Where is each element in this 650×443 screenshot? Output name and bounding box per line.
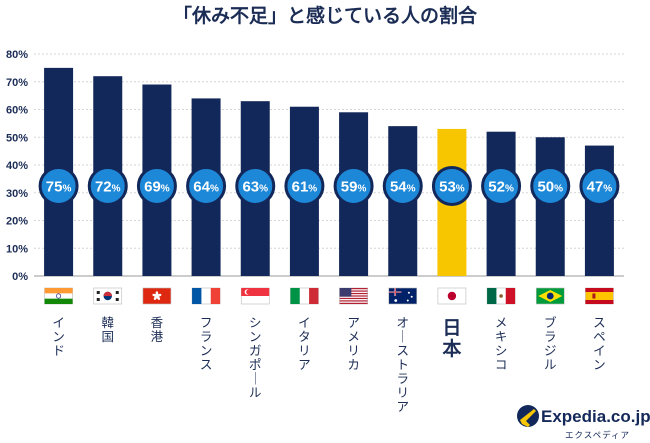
value-badges: 75% 72% 69% 64% 63% 61% 59% 54% 53% 52% 50% 47% xyxy=(38,166,620,206)
value-badge: 47% xyxy=(579,166,620,206)
category-labels: インド 韓国 香港 フランス シンガポ｜ル イタリア アメリカ オ｜ストラリア 日本 メキシコ ブラ… xyxy=(52,315,605,414)
value-label: 72% xyxy=(95,179,121,196)
category-label: スペイン xyxy=(593,315,606,372)
value-label: 54% xyxy=(390,179,416,196)
brand-name: Expedia.co.jp xyxy=(541,407,650,426)
value-label: 53% xyxy=(439,179,465,196)
expedia-plane-icon xyxy=(517,405,539,427)
brazil-flag-icon xyxy=(535,287,565,305)
value-badge: 54% xyxy=(382,166,423,206)
category-label: アメリカ xyxy=(347,315,360,372)
y-tick-label: 10% xyxy=(6,243,28,255)
value-badge: 72% xyxy=(87,166,128,206)
mexico-flag-icon xyxy=(486,287,516,305)
y-tick-label: 20% xyxy=(6,216,28,228)
value-label: 69% xyxy=(144,179,170,196)
category-label: イタリア xyxy=(298,315,311,372)
value-label: 50% xyxy=(537,179,563,196)
bar xyxy=(584,145,614,276)
value-badge: 59% xyxy=(333,166,374,206)
value-badge-circle xyxy=(530,166,571,206)
value-badge-circle xyxy=(382,166,423,206)
category-label: シンガポ｜ル xyxy=(249,315,262,400)
category-label: ブラジル xyxy=(544,315,557,372)
value-badge-circle xyxy=(431,166,472,206)
y-tick-label: 50% xyxy=(6,132,28,144)
y-tick-label: 60% xyxy=(6,105,28,117)
value-badge-circle xyxy=(136,166,177,206)
category-label: 香港 xyxy=(151,315,164,344)
value-label: 61% xyxy=(292,179,318,196)
india-flag-icon xyxy=(44,287,73,305)
y-tick-label: 0% xyxy=(12,271,28,283)
value-badge-circle xyxy=(284,166,325,206)
hongkong-flag-icon xyxy=(142,287,172,305)
spain-flag-icon xyxy=(585,287,614,305)
y-tick-label: 70% xyxy=(6,77,28,89)
bar xyxy=(535,137,565,276)
value-badge-circle xyxy=(579,166,620,206)
value-label: 47% xyxy=(587,179,613,196)
y-tick-label: 40% xyxy=(6,160,28,172)
category-label: 日本 xyxy=(442,317,461,360)
value-badge: 52% xyxy=(481,166,522,206)
value-badge-circle xyxy=(38,166,79,206)
value-label: 75% xyxy=(46,179,72,196)
value-label: 63% xyxy=(242,179,268,196)
japan-flag-icon xyxy=(437,287,467,305)
value-label: 59% xyxy=(341,179,367,196)
value-badge-circle xyxy=(186,166,227,206)
value-badge: 64% xyxy=(186,166,227,206)
value-badge: 63% xyxy=(235,166,276,206)
category-label: フランス xyxy=(200,315,213,372)
category-label: オ｜ストラリア xyxy=(396,315,409,414)
y-tick-label: 80% xyxy=(6,49,28,61)
value-badge-circle xyxy=(235,166,276,206)
value-badge: 53% xyxy=(431,166,472,206)
value-label: 52% xyxy=(488,179,514,196)
country-flags xyxy=(44,287,614,305)
france-flag-icon xyxy=(191,287,221,305)
value-label: 64% xyxy=(193,179,219,196)
korea-flag-icon xyxy=(93,287,123,305)
usa-flag-icon xyxy=(339,287,368,305)
bars xyxy=(44,67,614,277)
category-label: インド xyxy=(52,315,65,358)
value-badge-circle xyxy=(333,166,374,206)
y-tick-label: 30% xyxy=(6,188,28,200)
brand-logo: Expedia.co.jp エクスペディア xyxy=(517,405,650,441)
value-badge: 75% xyxy=(38,166,79,206)
value-badge: 69% xyxy=(136,166,177,206)
australia-flag-icon xyxy=(388,287,418,305)
brand-sub: エクスペディア xyxy=(565,430,630,441)
value-badge-circle xyxy=(481,166,522,206)
value-badge-circle xyxy=(87,166,128,206)
italy-flag-icon xyxy=(290,287,319,305)
y-axis-ticks: 0% 10% 20% 30% 40% 50% 60% 70% 80% xyxy=(6,49,28,283)
category-label: 韓国 xyxy=(101,315,114,344)
value-badge: 50% xyxy=(530,166,571,206)
chart-title: 「休み不足」と感じている人の割合 xyxy=(173,4,478,27)
category-label: メキシコ xyxy=(495,315,508,372)
value-badge: 61% xyxy=(284,166,325,206)
singapore-flag-icon xyxy=(240,287,270,305)
gridlines xyxy=(34,53,624,277)
